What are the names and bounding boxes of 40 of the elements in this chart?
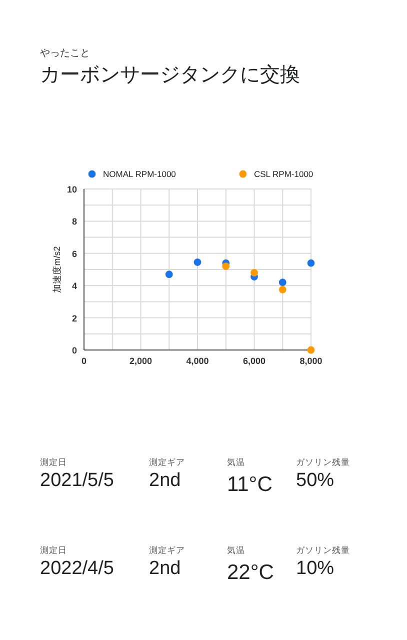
text: 測定日 (40, 457, 67, 467)
text: 測定ギア (149, 457, 185, 467)
text: 22°C (227, 561, 274, 584)
text: 気温 (227, 545, 245, 555)
chart-subtitle: やったこと (40, 48, 90, 59)
text: 気温 (227, 457, 245, 467)
point (222, 262, 230, 270)
y-tick-label: 0 (72, 346, 77, 356)
text: 2022/4/5 (40, 558, 114, 580)
text: ガソリン残量 (296, 457, 350, 467)
point (307, 259, 315, 267)
y-tick-label: 6 (72, 248, 77, 259)
text: 11°C (227, 473, 272, 496)
point (165, 270, 173, 278)
y-tick-label: 2 (72, 313, 77, 324)
x-tick-label: 2,000 (129, 356, 152, 366)
x-tick-label: 8,000 (300, 356, 322, 366)
y-tick-label: 4 (72, 281, 77, 292)
text: ガソリン残量 (296, 545, 350, 555)
point (307, 346, 315, 354)
x-tick-label: 0 (81, 356, 87, 366)
text: 10% (296, 558, 334, 580)
text: 50% (296, 470, 334, 492)
x-tick-label: 6,000 (242, 356, 266, 366)
y-tick-label: 10 (66, 184, 77, 194)
x-tick-label: 4,000 (186, 356, 209, 366)
chart-title: カーボンサージタンクに交換 (40, 64, 300, 86)
legend-label: CSL RPM-1000 (254, 169, 314, 179)
text: 2nd (149, 558, 181, 580)
text: 測定ギア (149, 545, 185, 555)
text: 2021/5/5 (40, 470, 114, 492)
text: 測定日 (40, 545, 67, 555)
point (278, 278, 286, 286)
y-tick-label: 8 (72, 216, 77, 227)
point (250, 269, 258, 276)
legend-label: NOMAL RPM-1000 (103, 169, 176, 179)
y-axis-title: 加速度m/s2 (52, 246, 62, 293)
point (194, 258, 202, 266)
text: 2nd (149, 470, 181, 492)
point (278, 286, 286, 294)
